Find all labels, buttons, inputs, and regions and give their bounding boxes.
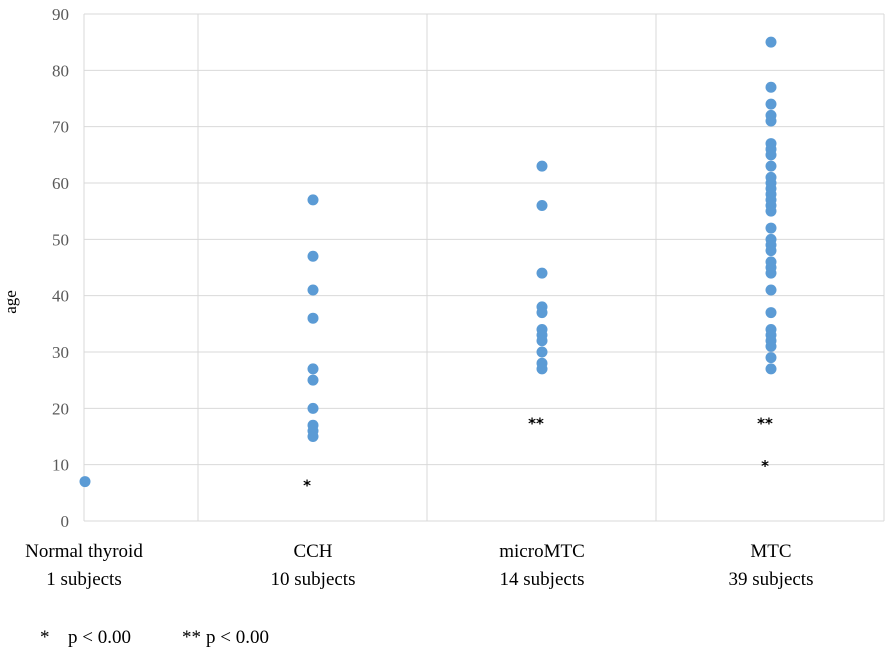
data-point (765, 245, 777, 257)
data-point (765, 222, 777, 234)
y-tick-label: 60 (52, 174, 69, 193)
y-tick-label: 30 (52, 343, 69, 362)
data-point (765, 352, 777, 364)
footnote-double-text: p < 0.00 (206, 627, 269, 648)
category-subjects: 39 subjects (729, 569, 814, 590)
data-point (765, 115, 777, 127)
y-axis-label: age (1, 290, 20, 314)
category-name: microMTC (499, 541, 585, 562)
data-point (765, 36, 777, 48)
category-subjects: 14 subjects (500, 569, 585, 590)
footnote: * p < 0.00 ** p < 0.00 (40, 627, 269, 648)
significance-marker: * (761, 457, 769, 475)
data-point (765, 307, 777, 319)
footnote-double-marker: ** (182, 627, 201, 648)
data-point (765, 363, 777, 375)
category-subjects: 10 subjects (271, 569, 356, 590)
category-labels: Normal thyroid 1 subjects CCH 10 subjects mi… (25, 541, 813, 590)
category-name: MTC (750, 541, 791, 562)
category-name: Normal thyroid (25, 541, 143, 562)
y-tick-label: 70 (52, 118, 69, 137)
footnote-single-marker: * (40, 627, 50, 648)
y-tick-labels: 0 10 20 30 40 50 60 70 80 90 (52, 5, 69, 531)
data-point (765, 267, 777, 279)
data-point (765, 205, 777, 217)
data-point (307, 402, 319, 414)
data-point (536, 200, 548, 212)
data-point (765, 160, 777, 172)
data-point (307, 250, 319, 262)
data-point (765, 149, 777, 161)
data-point (307, 194, 319, 206)
significance-marker: ** (528, 415, 544, 433)
data-point (307, 431, 319, 442)
data-point (765, 81, 777, 93)
data-point (765, 284, 777, 296)
data-point (536, 363, 548, 375)
y-tick-label: 80 (52, 61, 69, 80)
y-tick-label: 0 (61, 512, 70, 531)
data-point (536, 346, 548, 358)
data-point (536, 267, 548, 279)
significance-marker: ** (757, 415, 773, 433)
data-point (307, 284, 319, 296)
category-subjects: 1 subjects (46, 569, 121, 590)
data-point (79, 476, 91, 488)
y-tick-label: 40 (52, 287, 69, 306)
data-point (307, 363, 319, 375)
y-tick-label: 90 (52, 5, 69, 24)
data-point (536, 335, 548, 347)
data-point (307, 312, 319, 324)
gridlines (83, 13, 885, 522)
category-name: CCH (293, 541, 332, 562)
y-tick-label: 10 (52, 456, 69, 475)
data-point (765, 98, 777, 110)
footnote-single-text: p < 0.00 (68, 627, 131, 648)
significance-markers: *** *** (303, 415, 773, 495)
y-tick-label: 50 (52, 230, 69, 249)
data-point (307, 374, 319, 386)
significance-marker: * (303, 477, 311, 495)
data-point (536, 160, 548, 172)
y-tick-label: 20 (52, 399, 69, 418)
data-points (79, 36, 777, 488)
data-point (765, 340, 777, 352)
data-point (536, 307, 548, 319)
